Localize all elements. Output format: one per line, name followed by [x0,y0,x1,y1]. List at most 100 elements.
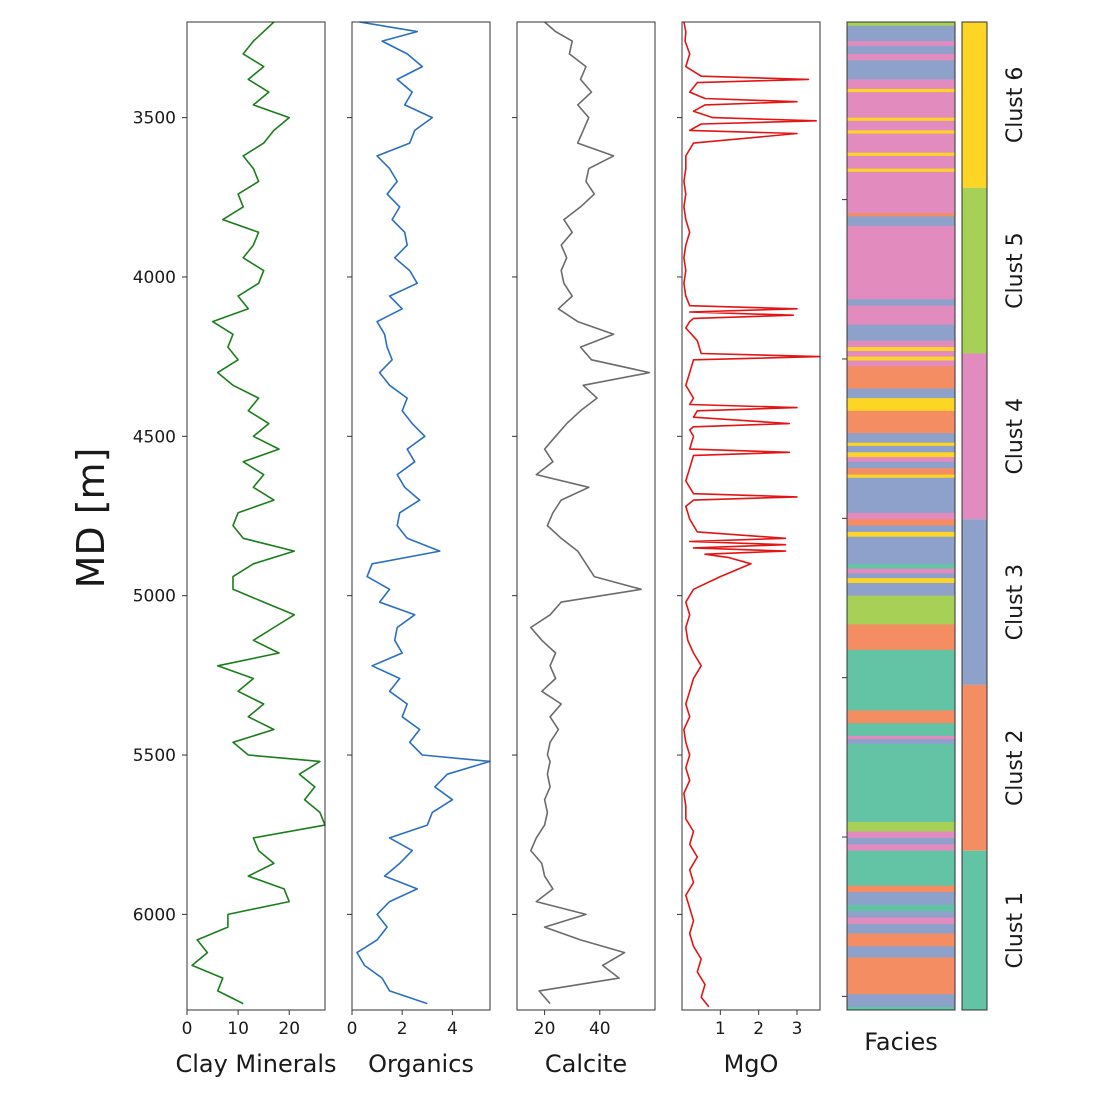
facies-band-yellow [847,88,955,93]
facies-band-yellow [847,578,955,584]
facies-band-pink [847,340,955,348]
facies-band-blue [847,911,955,918]
cluster-label-clust-1: Clust 1 [1003,892,1028,969]
depth-tick-label: 4000 [133,268,176,288]
organics-x-tick-label: 0 [347,1019,358,1039]
organics-axis-label: Organics [368,1050,474,1078]
facies-band-blue [847,946,955,958]
facies-band-pink [847,155,955,170]
facies-band-blue [847,299,955,307]
facies-band-pink [847,735,955,740]
facies-band-blue [847,923,955,934]
facies-band-yellow [847,130,955,134]
facies-band-yellow [847,347,955,352]
facies-band-teal [847,904,955,912]
facies-band-orange [847,624,955,651]
facies-band-pink [847,305,955,326]
facies-band-blue [847,45,955,55]
facies-band-blue [847,536,955,542]
cluster-label-clust-4: Clust 4 [1003,398,1028,475]
cluster-label-clust-6: Clust 6 [1003,67,1028,143]
depth-tick-label: 6000 [133,905,176,925]
clay-minerals-x-tick-label: 0 [182,1019,193,1039]
facies-band-yellow [847,398,955,412]
facies-band-pink [847,457,955,463]
facies-band-pink [847,831,955,839]
facies-band-teal [847,850,955,887]
facies-track: Facies [842,21,956,1056]
facies-band-green [847,22,955,27]
mgo-x-tick-label: 1 [715,1019,726,1039]
facies-band-blue [847,525,955,533]
mgo-frame [681,21,821,1011]
facies-band-green [847,595,955,625]
facies-band-blue [847,739,955,745]
facies-band-blue [847,573,955,579]
track-calcite: 20 40 Calcite [512,21,656,1078]
facies-band-pink [847,512,955,520]
facies-band-orange [847,519,955,526]
facies-band-blue [847,216,955,227]
cluster-label-clust-5: Clust 5 [1003,232,1028,309]
track-clay-minerals: 0 10 20 Clay Minerals [175,21,337,1078]
facies-band-pink [847,171,955,214]
calcite-x-tick-label: 40 [589,1019,611,1039]
clay-minerals-axis-label: Clay Minerals [175,1050,336,1078]
facies-band-yellow [847,168,955,173]
facies-band-blue [847,892,955,906]
facies-band-blue [847,541,955,565]
clay-minerals-x-tick-label: 10 [227,1019,249,1039]
facies-band-blue [847,324,955,342]
cluster-band-clust-6 [962,22,987,188]
facies-band-pink [847,41,955,47]
facies-band-green [847,821,955,832]
facies-band-orange [847,933,955,947]
facies-band-pink [847,225,955,300]
cluster-label-clust-2: Clust 2 [1003,730,1028,807]
depth-tick-label: 5000 [133,587,176,607]
facies-band-blue [847,433,955,444]
facies-band-yellow [847,117,955,122]
facies-band-blue [847,445,955,453]
organics-frame [351,21,491,1011]
facies-band-pink [847,568,955,574]
facies-band-teal [847,723,955,737]
facies-band-orange [847,885,955,893]
cluster-band-clust-2 [962,684,987,851]
depth-tick-label: 4500 [133,427,176,447]
facies-band-pink [847,92,955,119]
facies-band-blue [847,477,955,485]
facies-band-pink [847,53,955,61]
organics-x-tick-label: 4 [447,1019,458,1039]
facies-band-teal [847,563,955,569]
facies-band-pink [847,133,955,154]
facies-band-pink [847,79,955,90]
facies-band-pink [847,350,955,358]
organics-x-tick-label: 2 [397,1019,408,1039]
facies-band-teal [847,1006,955,1011]
facies-band-orange [847,366,955,389]
facies-band-blue [847,461,955,469]
facies-band-teal [847,649,955,711]
mgo-axis-label: MgO [724,1050,779,1078]
facies-band-pink [847,360,955,367]
facies-band-blue [847,60,955,80]
facies-band-yellow [847,474,955,479]
facies-band-blue [847,484,955,514]
calcite-x-tick-label: 20 [534,1019,556,1039]
calcite-axis-label: Calcite [545,1050,627,1078]
cluster-band-clust-4 [962,353,987,520]
facies-axis-label: Facies [864,1028,937,1056]
facies-band-orange [847,410,955,434]
depth-tick-label: 3500 [133,109,176,129]
facies-band-yellow [847,356,955,361]
clay-minerals-curve [191,21,326,1005]
facies-band-orange [847,213,955,217]
facies-band-orange [847,710,955,724]
clay-minerals-x-tick-label: 20 [278,1019,300,1039]
facies-band-blue [847,994,955,1008]
cluster-band-clust-1 [962,850,987,1010]
calcite-curve [529,21,651,1005]
facies-band-blue [847,837,955,845]
